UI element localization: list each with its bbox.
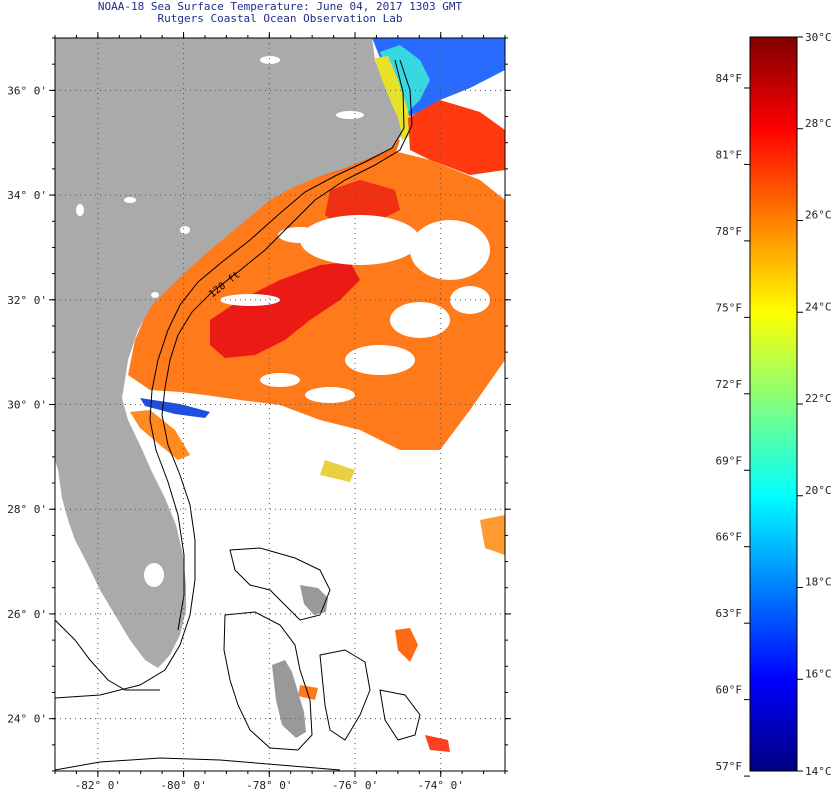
isobath-bahamas-4 xyxy=(379,689,421,741)
colorbar-f-label: 78°F xyxy=(716,225,743,238)
lon-tick-label: -76° 0' xyxy=(332,779,378,792)
lat-tick-label: 32° 0' xyxy=(7,294,47,307)
land-bahamas-north xyxy=(300,585,328,615)
isobath-contours xyxy=(55,59,421,771)
lon-tick-label: -80° 0' xyxy=(160,779,206,792)
lon-tick-label: -74° 0' xyxy=(418,779,464,792)
sst-patch-south-3 xyxy=(480,515,505,555)
inland-water xyxy=(76,56,364,298)
colorbar-c-label: 18°C xyxy=(805,576,832,589)
colorbar: 30°C 28°C 26°C 24°C 22°C 20°C 18°C 16°C 14°C 84°F… xyxy=(716,31,832,778)
sst-gulf-stream-north xyxy=(408,100,505,175)
colorbar-c-label: 26°C xyxy=(805,209,832,222)
sst-layer xyxy=(128,38,505,752)
colorbar-f-label: 75°F xyxy=(716,301,743,314)
sst-cyan-band xyxy=(380,45,430,112)
colorbar-c-label: 28°C xyxy=(805,117,832,130)
sst-cool-streak xyxy=(140,398,210,418)
lat-tick-label: 24° 0' xyxy=(7,713,47,726)
colorbar-c-label: 16°C xyxy=(805,667,832,680)
lat-tick-label: 30° 0' xyxy=(7,399,47,412)
colorbar-labels: 30°C 28°C 26°C 24°C 22°C 20°C 18°C 16°C 14°C 84°F… xyxy=(716,31,832,778)
lake-okeechobee xyxy=(144,563,164,587)
cloud-mask xyxy=(220,215,490,403)
colorbar-f-label: 66°F xyxy=(716,531,743,544)
map-title: NOAA-18 Sea Surface Temperature: June 04… xyxy=(97,0,463,13)
sst-patch-south-2 xyxy=(425,735,450,752)
isobath-bahamas-3 xyxy=(319,649,371,741)
colorbar-c-label: 22°C xyxy=(805,392,832,405)
colorbar-c-label: 20°C xyxy=(805,484,832,497)
map-subtitle: Rutgers Coastal Ocean Observation Lab xyxy=(157,12,403,25)
isobath-bahamas-2 xyxy=(223,611,313,751)
colorbar-f-label: 72°F xyxy=(716,378,743,391)
colorbar-c-label: 30°C xyxy=(805,31,832,44)
lat-tick-label: 28° 0' xyxy=(7,503,47,516)
lon-tick-label: -82° 0' xyxy=(75,779,121,792)
graticule xyxy=(55,38,505,771)
isobath-keys xyxy=(55,619,160,691)
map-ticks: -82° 0' -80° 0' -78° 0' -76° 0' -74° 0' 36° 0… xyxy=(7,32,511,792)
colorbar-f-label: 60°F xyxy=(716,684,743,697)
lat-tick-label: 26° 0' xyxy=(7,608,47,621)
colorbar-c-label: 14°C xyxy=(805,765,832,778)
isobath-cuba-edge xyxy=(55,757,341,771)
colorbar-f-label: 63°F xyxy=(716,607,743,620)
sst-hot-core xyxy=(210,262,360,358)
sst-florida-strip xyxy=(130,410,190,460)
colorbar-c-label: 24°C xyxy=(805,300,832,313)
isobath-bahamas-1 xyxy=(229,547,331,621)
lat-tick-label: 34° 0' xyxy=(7,189,47,202)
sst-yellow-band xyxy=(375,56,412,140)
map-plot-area: 120 ft xyxy=(55,38,505,771)
isobath-shelf-edge xyxy=(55,59,413,699)
lon-tick-label: -78° 0' xyxy=(246,779,292,792)
sst-patch-south-1 xyxy=(395,628,418,662)
land-us-east-coast xyxy=(55,38,402,668)
colorbar-f-label: 57°F xyxy=(716,760,743,773)
colorbar-gradient xyxy=(749,36,798,772)
colorbar-f-label: 84°F xyxy=(716,72,743,85)
isobath-inner xyxy=(149,59,405,631)
lat-tick-label: 36° 0' xyxy=(7,84,47,97)
colorbar-f-label: 69°F xyxy=(716,454,743,467)
colorbar-f-label: 81°F xyxy=(716,148,743,161)
sst-patch-south-4 xyxy=(320,460,355,482)
